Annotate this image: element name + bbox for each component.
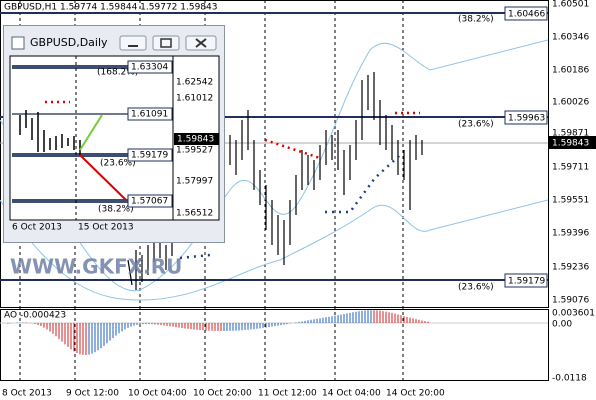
- level-price: 1.60466: [508, 10, 545, 20]
- current-price-box: [549, 136, 596, 149]
- price-tick: 1.56512: [176, 209, 213, 219]
- daily-price-action: [19, 110, 81, 155]
- trend-line: [79, 154, 127, 201]
- price-tick: 1.62542: [176, 78, 213, 88]
- level-price: 1.59179: [131, 151, 168, 161]
- minimize-button[interactable]: [119, 35, 147, 51]
- daily-window[interactable]: GBPUSD,Daily (168.2%) (23.6%) (38.2%) 1.…: [3, 25, 225, 243]
- bollinger-bands: [0, 39, 549, 301]
- level-price: 1.59179: [508, 277, 545, 287]
- fib-level-label: (38.2%): [98, 205, 134, 215]
- time-tick: 10 Oct 20:00: [193, 389, 252, 399]
- window-title: GBPUSD,Daily: [30, 36, 108, 49]
- ao-tick: 0.003601: [552, 309, 595, 319]
- window-icon: [11, 36, 25, 50]
- time-tick: 14 Oct 20:00: [386, 389, 445, 399]
- level-price-box: [504, 110, 548, 125]
- watermark: WWW.GKFX.RU: [10, 255, 182, 279]
- ao-tick: 0.00: [552, 320, 572, 330]
- fib-level-label: (38.2%): [458, 15, 494, 25]
- time-axis: 8 Oct 2013 9 Oct 12:00 10 Oct 04:00 10 O…: [2, 389, 445, 399]
- time-tick: 9 Oct 12:00: [66, 389, 119, 399]
- chart-header: GBPUSD,H1 1.59774 1.59844 1.59772 1.5984…: [4, 3, 217, 13]
- level-price: 1.61091: [131, 110, 168, 120]
- fib-level-label: (23.6%): [458, 120, 494, 130]
- time-tick: 14 Oct 04:00: [322, 389, 381, 399]
- price-tick: 1.59527: [176, 146, 213, 156]
- ao-signal-line: [79, 114, 103, 151]
- current-price: 1.59843: [552, 139, 589, 149]
- ao-bars: [7, 310, 429, 356]
- level-price-box: [504, 273, 548, 288]
- price-tick: 1.59236: [552, 263, 589, 273]
- fib-level-label: (168.2%): [97, 68, 138, 78]
- sar-dots-red: [264, 111, 420, 160]
- sar-dots-blue: [179, 154, 401, 260]
- level-price: 1.63304: [131, 63, 168, 73]
- maximize-button[interactable]: [152, 35, 180, 51]
- time-tick: 11 Oct 12:00: [258, 389, 317, 399]
- ao-label: AO -0.000423: [4, 311, 66, 321]
- ao-tick: -0.0118: [552, 374, 587, 384]
- price-tick: 1.60501: [552, 0, 589, 10]
- time-tick: 10 Oct 04:00: [128, 389, 187, 399]
- price-tick: 1.61012: [176, 94, 213, 104]
- level-price-box: [127, 148, 173, 162]
- price-axis: 1.60501 1.60346 1.60186 1.60026 1.59871 …: [552, 0, 589, 306]
- level-price-box: [504, 6, 548, 21]
- time-tick: 8 Oct 2013: [2, 389, 52, 399]
- time-tick: 15 Oct 2013: [78, 223, 134, 233]
- current-price-box: [174, 133, 219, 145]
- fib-level-label: (23.6%): [458, 283, 494, 293]
- price-tick: 1.59396: [552, 229, 589, 239]
- time-tick: 6 Oct 2013: [12, 223, 62, 233]
- price-tick: 1.59711: [552, 163, 589, 173]
- price-tick: 1.60026: [552, 98, 589, 108]
- level-price-box: [127, 194, 173, 208]
- price-tick: 1.60346: [552, 33, 589, 43]
- price-tick: 1.57997: [176, 177, 213, 187]
- fib-level-label: (23.6%): [100, 159, 136, 169]
- current-price: 1.59843: [177, 135, 214, 145]
- price-tick: 1.59551: [552, 196, 589, 206]
- level-price-box: [127, 107, 173, 121]
- level-price: 1.57067: [131, 197, 168, 207]
- level-price: 1.59963: [508, 114, 545, 124]
- price-tick: 1.59076: [552, 296, 589, 306]
- price-tick: 1.60186: [552, 66, 589, 76]
- level-price-box: [127, 60, 173, 74]
- price-tick: 1.59871: [552, 129, 589, 139]
